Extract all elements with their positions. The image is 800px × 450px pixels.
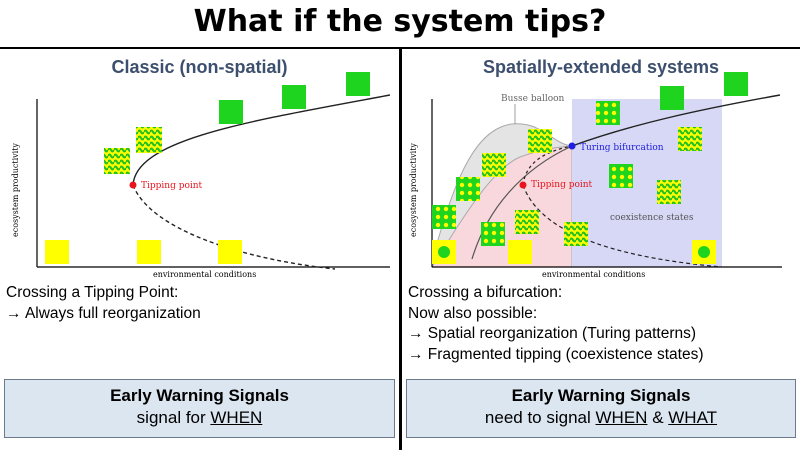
left-ews-box: Early Warning Signals signal for WHEN	[4, 379, 395, 438]
right-text-line: → Spatial reorganization (Turing pattern…	[408, 325, 697, 342]
pattern-square	[482, 153, 506, 177]
right-panel: Spatially-extended systems ecosystem pro…	[402, 49, 800, 450]
left-tipping-point-marker	[129, 181, 137, 189]
right-ews-what: WHAT	[668, 408, 718, 427]
busse-balloon-label: Busse balloon	[501, 94, 565, 104]
pattern-square	[515, 210, 539, 234]
pattern-square	[657, 180, 681, 204]
vegetation-square	[219, 100, 243, 124]
right-tipping-point-marker	[519, 181, 527, 189]
left-upper-branch	[132, 94, 391, 186]
pattern-square	[528, 129, 552, 153]
pattern-square	[432, 205, 456, 229]
bare-square	[218, 240, 242, 264]
turing-bifurcation-marker	[568, 142, 576, 150]
pattern-square	[104, 148, 130, 174]
tipping-region	[431, 145, 573, 268]
right-ews-body: need to signal WHEN & WHAT	[484, 408, 718, 427]
vegetation-square	[346, 72, 370, 96]
vegetation-square	[282, 85, 306, 109]
pattern-square	[596, 101, 620, 125]
right-ews-heading: Early Warning Signals	[511, 386, 691, 405]
vegetation-spot	[698, 246, 710, 258]
panel-divider	[399, 49, 402, 450]
left-text-line: → Always full reorganization	[6, 304, 201, 322]
left-xlabel: environmental conditions	[153, 270, 256, 279]
right-text-line: → Fragmented tipping (coexistence states…	[408, 345, 704, 363]
right-ews-box: Early Warning Signals need to signal WHE…	[406, 379, 796, 438]
right-upper-branch	[571, 94, 781, 147]
left-panel-title: Classic (non-spatial)	[111, 57, 288, 77]
right-text-line: Now also possible:	[408, 304, 538, 322]
right-panel-title: Spatially-extended systems	[482, 57, 720, 77]
bare-square	[137, 240, 161, 264]
pattern-square	[609, 164, 633, 188]
vegetation-spot	[438, 246, 450, 258]
vegetation-square	[724, 72, 748, 96]
pattern-square	[481, 222, 505, 246]
left-ews-when: WHEN	[210, 408, 263, 427]
right-tipping-point-label: Tipping point	[531, 180, 593, 190]
pattern-square	[564, 222, 588, 246]
right-dashed-branch-a	[522, 145, 573, 186]
left-ews-body: signal for WHEN	[136, 408, 263, 427]
right-diagram: ecosystem productivity environmental con…	[409, 72, 782, 279]
right-dashed-branch-b	[522, 184, 723, 268]
pattern-square	[678, 127, 702, 151]
left-lower-branch	[132, 184, 336, 270]
left-ylabel: ecosystem productivity	[11, 143, 20, 237]
title-divider	[0, 47, 800, 49]
vegetation-square	[660, 86, 684, 110]
page-title: What if the system tips?	[193, 4, 607, 39]
pattern-square	[136, 127, 162, 153]
left-description: Crossing a Tipping Point: → Always full …	[6, 283, 201, 324]
left-panel: Classic (non-spatial) ecosystem producti…	[0, 49, 399, 450]
right-ews-when: WHEN	[595, 408, 648, 427]
right-upper-branch-lower	[471, 145, 573, 260]
right-text-line: Crossing a bifurcation:	[408, 284, 563, 301]
right-xlabel: environmental conditions	[542, 270, 645, 279]
pattern-square	[456, 177, 480, 201]
left-text-line: Crossing a Tipping Point:	[6, 284, 179, 301]
turing-bifurcation-label: Turing bifurcation	[580, 143, 664, 153]
left-ews-heading: Early Warning Signals	[110, 386, 289, 405]
bare-square	[45, 240, 69, 264]
right-description: Crossing a bifurcation: Now also possibl…	[408, 283, 704, 365]
left-tipping-point-label: Tipping point	[141, 181, 203, 191]
bare-square	[508, 240, 532, 264]
right-ylabel: ecosystem productivity	[409, 143, 418, 237]
left-diagram: ecosystem productivity environmental con…	[11, 72, 391, 279]
coexistence-states-label: coexistence states	[610, 213, 694, 223]
